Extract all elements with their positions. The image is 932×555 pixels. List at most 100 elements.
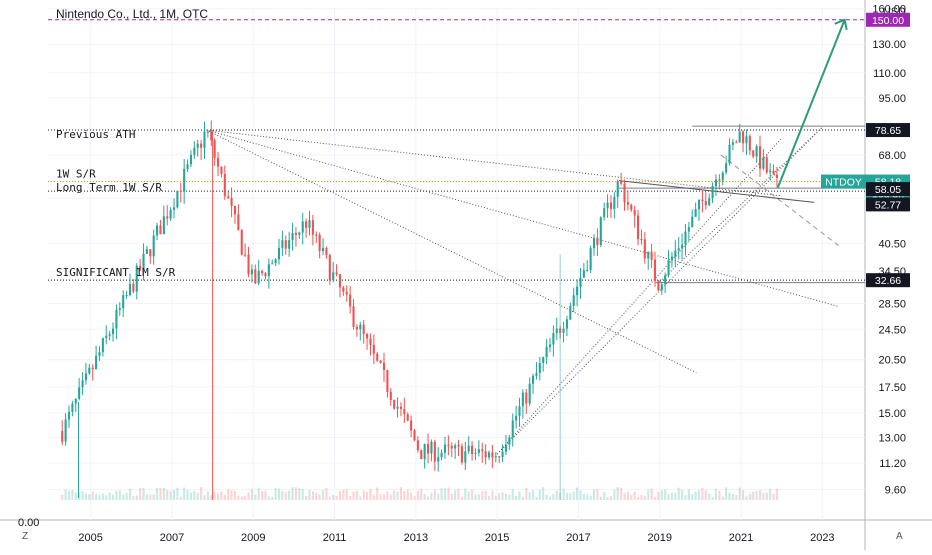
volume-bar: [88, 494, 91, 500]
candle-body: [565, 319, 568, 329]
price-badge-box: [866, 182, 910, 197]
candle-body: [433, 441, 436, 462]
candle-body: [758, 146, 762, 169]
annotation-label: Previous ATH: [56, 128, 135, 141]
candle-body: [742, 131, 745, 144]
y-tick-label: 68.00: [878, 150, 906, 162]
volume-bar: [694, 491, 697, 500]
volume-bar: [149, 494, 152, 500]
volume-bar: [633, 491, 636, 500]
volume-bar: [748, 493, 751, 500]
candle-body: [450, 445, 453, 449]
volume-bar: [701, 487, 704, 500]
candle-body: [677, 248, 680, 251]
candle-body: [518, 406, 521, 416]
candle-body: [752, 150, 755, 157]
volume-bar: [745, 496, 748, 500]
candle-body: [640, 239, 643, 241]
volume-bar: [369, 489, 372, 500]
volume-bar: [135, 495, 138, 500]
candle-body: [616, 181, 619, 197]
volume-bar: [152, 494, 155, 500]
annotation-label: SIGNIFICANT 1M S/R: [56, 266, 176, 279]
volume-bar: [718, 490, 721, 500]
volume-bar: [274, 487, 277, 500]
candle-body: [345, 291, 348, 295]
volume-bar: [447, 487, 450, 500]
candle-body: [701, 199, 704, 202]
annotation-label: Long Term 1W S/R: [56, 181, 162, 194]
volume-bar: [98, 495, 101, 500]
candle-body: [244, 254, 247, 256]
volume-bar: [291, 487, 294, 500]
x-tick-label: 2015: [485, 532, 509, 544]
volume-bar: [606, 496, 609, 500]
candle-body: [261, 271, 264, 274]
corner-z-button[interactable]: Z: [22, 531, 29, 542]
candle-body: [582, 270, 585, 278]
volume-bar: [288, 490, 291, 500]
candle-body: [288, 240, 291, 249]
volume-bar: [379, 494, 382, 500]
volume-bar: [142, 487, 145, 500]
candle-body: [532, 375, 535, 384]
candle-body: [630, 204, 633, 210]
time-axis: 2005 2007 2009 2011 2013 2015 2017 2019 2021 2023: [78, 532, 834, 544]
volume-bar: [677, 487, 680, 500]
price-axis: 160.00 130.00 110.00 95.00 68.00 58.05 52.77 40…: [872, 4, 906, 497]
candle-body: [125, 295, 128, 297]
volume-bar: [145, 494, 148, 500]
volume-bar: [626, 491, 629, 500]
corner-a-button[interactable]: A: [896, 531, 903, 542]
volume-bar: [440, 488, 443, 500]
volume-bar: [355, 490, 358, 500]
volume-bar: [410, 493, 413, 500]
trend-line: [657, 126, 823, 285]
volume-bar: [772, 493, 775, 500]
volume-bar: [450, 493, 453, 500]
projection-arrowhead: [834, 18, 848, 30]
volume-bar: [572, 491, 575, 500]
volume-bar: [735, 494, 738, 500]
candle-body: [474, 452, 477, 454]
volume-bar: [105, 495, 108, 500]
trend-line: [206, 129, 782, 197]
candle-body: [481, 449, 484, 452]
volume-bar: [122, 494, 125, 500]
volume-bar: [596, 489, 599, 500]
volume-bar: [396, 491, 399, 500]
volume-bar: [403, 490, 406, 500]
volume-bar: [101, 493, 104, 500]
volume-bar: [687, 489, 690, 500]
volume-bar: [637, 496, 640, 500]
candle-body: [372, 344, 375, 354]
candle-body: [572, 295, 575, 306]
candle-body: [281, 240, 284, 248]
volume-bar: [176, 487, 179, 500]
candle-body: [694, 209, 697, 217]
candle-body: [504, 444, 508, 452]
candle-body: [74, 398, 77, 404]
volume-bar: [769, 488, 772, 500]
channel-line: [720, 154, 839, 246]
candle-body: [545, 347, 548, 358]
candle-body: [379, 360, 382, 363]
y-tick-label: 20.50: [878, 355, 906, 367]
candle-body: [156, 225, 159, 236]
y-tick-label: 15.00: [878, 408, 906, 420]
volume-bar: [667, 494, 670, 500]
volume-bar: [548, 496, 552, 500]
candle-body: [413, 430, 416, 441]
volume-bar: [525, 488, 528, 500]
volume-bar: [162, 487, 165, 500]
candle-body: [406, 414, 409, 421]
candle-body: [274, 259, 277, 264]
volume-bar: [172, 489, 176, 500]
volume-bar: [532, 490, 535, 500]
candle-body: [78, 387, 81, 399]
candle-body: [332, 272, 335, 281]
x-tick-label: 2007: [160, 532, 184, 544]
candle-body: [592, 237, 596, 249]
